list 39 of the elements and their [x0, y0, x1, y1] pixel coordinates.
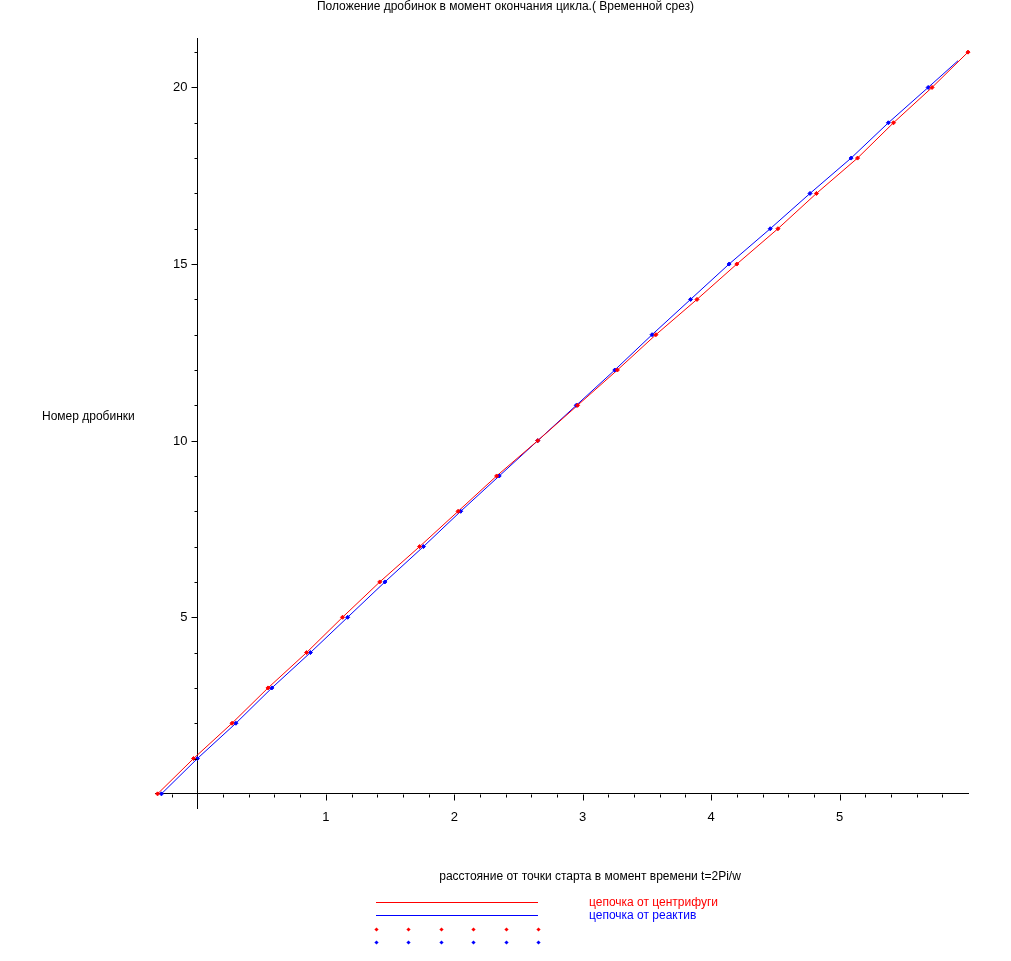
point	[813, 190, 819, 196]
point	[855, 155, 861, 161]
point	[929, 84, 935, 90]
point	[885, 120, 891, 126]
x-tick-label: 4	[707, 809, 715, 825]
point	[726, 261, 732, 267]
point	[694, 296, 700, 302]
point	[229, 720, 235, 726]
point	[807, 190, 813, 196]
point	[340, 614, 346, 620]
point	[233, 720, 239, 726]
x-tick-label: 3	[579, 809, 587, 825]
x-tick-label: 1	[322, 809, 330, 825]
text: цепочка от центрифуги	[589, 895, 719, 909]
point	[649, 332, 655, 338]
point	[269, 685, 275, 691]
chart-title: Положение дробинок в момент окончания цикла.( Временной срез)	[316, 0, 695, 14]
point	[767, 226, 773, 232]
x-tick-label: 2	[450, 809, 458, 825]
point	[848, 155, 854, 161]
point	[925, 84, 931, 90]
y-tick-label: 15	[173, 256, 188, 272]
point	[377, 579, 383, 585]
x-tick-label: 5	[835, 809, 844, 825]
y-axis-title: Номер дробинки	[42, 409, 135, 424]
point	[734, 261, 740, 267]
point	[265, 685, 271, 691]
y-tick-label: 20	[173, 79, 188, 95]
y-tick-label: 5	[180, 609, 188, 625]
point	[775, 226, 781, 232]
point	[891, 120, 897, 126]
x-axis-title: расстояние от точки старта в момент времени t=2Pi/w	[439, 869, 742, 884]
point	[382, 579, 388, 585]
point	[653, 332, 659, 338]
y-tick-label: 10	[173, 433, 188, 449]
point	[688, 296, 694, 302]
text: цепочка от реактив	[589, 908, 697, 923]
point	[965, 49, 971, 55]
point	[345, 614, 351, 620]
